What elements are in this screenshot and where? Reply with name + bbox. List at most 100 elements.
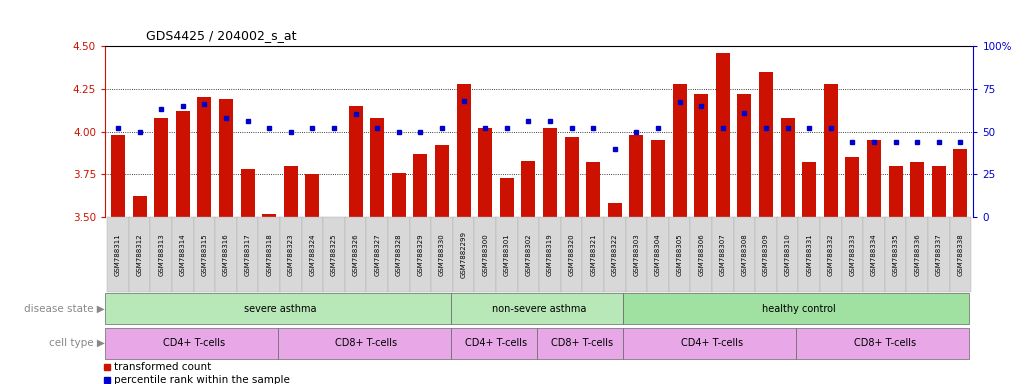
Bar — [391, 172, 406, 217]
Text: GSM788331: GSM788331 — [806, 233, 813, 276]
Bar — [432, 217, 453, 292]
Bar — [651, 140, 665, 217]
Text: GSM788319: GSM788319 — [547, 233, 553, 276]
Bar — [107, 217, 129, 292]
Text: GSM788335: GSM788335 — [893, 233, 898, 276]
Bar — [388, 217, 410, 292]
Text: GSM788316: GSM788316 — [224, 233, 229, 276]
Text: severe asthma: severe asthma — [244, 304, 316, 314]
Text: GSM788318: GSM788318 — [266, 233, 272, 276]
Bar — [176, 111, 190, 217]
Bar — [215, 217, 237, 292]
Bar — [604, 217, 625, 292]
Bar — [410, 217, 432, 292]
Bar — [302, 217, 323, 292]
Bar — [842, 217, 863, 292]
Text: GSM788321: GSM788321 — [590, 233, 596, 276]
Text: GDS4425 / 204002_s_at: GDS4425 / 204002_s_at — [146, 29, 297, 42]
Bar — [451, 328, 537, 359]
Text: GSM788325: GSM788325 — [331, 233, 337, 276]
Bar — [802, 162, 816, 217]
Text: GSM788304: GSM788304 — [655, 233, 661, 276]
Bar — [954, 149, 967, 217]
Bar — [345, 217, 367, 292]
Bar — [820, 217, 842, 292]
Bar — [521, 161, 536, 217]
Bar — [367, 217, 388, 292]
Bar — [500, 178, 514, 217]
Bar — [133, 197, 146, 217]
Text: disease state ▶: disease state ▶ — [25, 304, 105, 314]
Bar — [478, 128, 492, 217]
Text: GSM7882299: GSM7882299 — [460, 231, 467, 278]
Text: GSM788328: GSM788328 — [396, 233, 402, 276]
Bar — [733, 217, 755, 292]
Bar — [906, 217, 928, 292]
Bar — [305, 174, 319, 217]
Bar — [543, 128, 557, 217]
Text: GSM788308: GSM788308 — [742, 233, 748, 276]
Bar — [539, 217, 560, 292]
Text: GSM788329: GSM788329 — [417, 233, 423, 276]
Bar — [824, 84, 837, 217]
Bar — [798, 217, 820, 292]
Bar — [284, 166, 298, 217]
Text: GSM788313: GSM788313 — [159, 233, 164, 276]
Bar — [712, 217, 733, 292]
Text: GSM788317: GSM788317 — [244, 233, 250, 276]
Bar — [453, 217, 475, 292]
Bar — [451, 293, 623, 324]
Bar — [625, 217, 647, 292]
Bar — [219, 99, 233, 217]
Bar — [154, 118, 168, 217]
Text: CD8+ T-cells: CD8+ T-cells — [854, 338, 916, 348]
Bar — [796, 328, 969, 359]
Text: GSM788338: GSM788338 — [958, 233, 963, 276]
Bar — [863, 217, 885, 292]
Text: non-severe asthma: non-severe asthma — [492, 304, 586, 314]
Text: CD8+ T-cells: CD8+ T-cells — [336, 338, 398, 348]
Text: CD8+ T-cells: CD8+ T-cells — [551, 338, 614, 348]
Text: GSM788303: GSM788303 — [633, 233, 640, 276]
Bar — [668, 217, 690, 292]
Text: GSM788327: GSM788327 — [374, 233, 380, 276]
Bar — [647, 217, 668, 292]
Bar — [413, 154, 427, 217]
Bar — [755, 217, 777, 292]
Bar — [105, 293, 451, 324]
Bar — [456, 84, 471, 217]
Text: GSM788324: GSM788324 — [309, 233, 315, 276]
Bar — [867, 140, 881, 217]
Bar — [348, 106, 363, 217]
Bar — [911, 162, 924, 217]
Bar — [623, 293, 969, 324]
Text: cell type ▶: cell type ▶ — [49, 338, 105, 348]
Bar — [475, 217, 496, 292]
Text: GSM788310: GSM788310 — [785, 233, 791, 276]
Bar — [560, 217, 582, 292]
Text: GSM788305: GSM788305 — [677, 233, 683, 276]
Bar — [889, 166, 902, 217]
Bar — [759, 72, 774, 217]
Bar — [278, 328, 451, 359]
Text: CD4+ T-cells: CD4+ T-cells — [465, 338, 527, 348]
Bar — [111, 135, 125, 217]
Text: GSM788315: GSM788315 — [202, 233, 207, 276]
Bar — [263, 214, 276, 217]
Bar — [737, 94, 752, 217]
Bar — [323, 217, 345, 292]
Text: GSM788320: GSM788320 — [569, 233, 575, 276]
Text: GSM788307: GSM788307 — [720, 233, 726, 276]
Bar — [129, 217, 150, 292]
Bar — [629, 135, 644, 217]
Text: GSM788333: GSM788333 — [850, 233, 855, 276]
Bar — [623, 328, 796, 359]
Text: GSM788301: GSM788301 — [504, 233, 510, 276]
Bar — [172, 217, 194, 292]
Bar — [781, 118, 794, 217]
Bar — [537, 328, 623, 359]
Text: CD4+ T-cells: CD4+ T-cells — [681, 338, 743, 348]
Bar — [194, 217, 215, 292]
Text: percentile rank within the sample: percentile rank within the sample — [113, 374, 289, 384]
Bar — [518, 217, 540, 292]
